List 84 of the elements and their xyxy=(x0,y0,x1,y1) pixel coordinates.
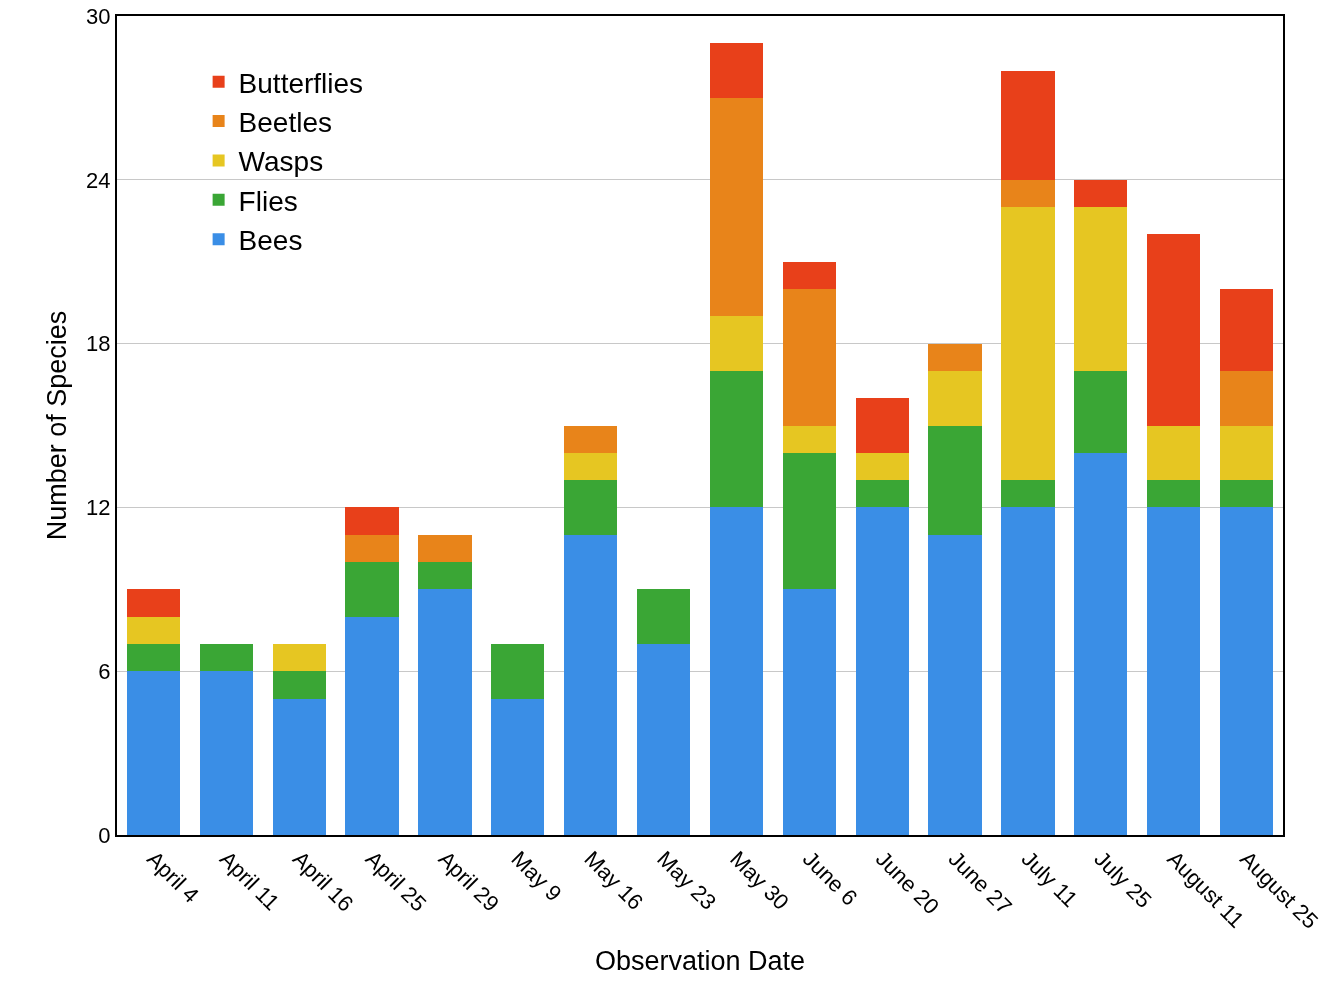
x-tick-label: May 16 xyxy=(579,846,649,915)
bar xyxy=(855,480,909,508)
bar xyxy=(126,616,181,644)
bar xyxy=(126,671,181,835)
x-tick-label: April 16 xyxy=(287,846,359,917)
x-tick-label: April 29 xyxy=(433,846,505,917)
bar xyxy=(855,507,909,835)
y-axis-title: Number of Species xyxy=(41,310,72,541)
y-tick-label: 24 xyxy=(86,167,111,193)
bar xyxy=(199,643,253,672)
bar xyxy=(928,370,982,426)
bar xyxy=(782,289,836,426)
bar xyxy=(928,343,982,371)
bar xyxy=(928,425,982,535)
bar xyxy=(855,398,909,453)
bar xyxy=(1147,507,1201,835)
legend-label: Wasps xyxy=(238,146,324,178)
bar xyxy=(1074,452,1128,835)
y-tick-label: 30 xyxy=(86,3,111,29)
y-tick-label: 12 xyxy=(86,495,111,521)
bar xyxy=(564,534,618,835)
bar xyxy=(1147,234,1201,426)
bar xyxy=(418,589,472,835)
bar xyxy=(564,425,618,453)
bar xyxy=(418,534,472,562)
bar xyxy=(345,534,399,562)
bar xyxy=(418,562,472,590)
bar xyxy=(491,698,545,835)
bar xyxy=(782,261,836,289)
bar xyxy=(709,370,764,508)
bar xyxy=(1147,425,1201,481)
bar xyxy=(1219,289,1274,371)
bar xyxy=(564,452,618,481)
bar xyxy=(709,43,764,98)
bar xyxy=(1074,207,1128,371)
bar xyxy=(1001,207,1055,481)
bar xyxy=(199,671,253,835)
y-tick-label: 6 xyxy=(98,658,111,684)
bar xyxy=(272,698,326,835)
x-tick-label: July 25 xyxy=(1089,846,1157,914)
y-tick-label: 18 xyxy=(86,331,111,357)
x-axis-title: Observation Date xyxy=(594,945,806,976)
bar xyxy=(1147,480,1201,508)
bar xyxy=(636,589,691,644)
bar xyxy=(1001,480,1055,508)
bar xyxy=(1219,370,1274,426)
bar xyxy=(709,97,764,317)
x-tick-label: May 30 xyxy=(725,846,794,915)
legend-label: Flies xyxy=(238,185,298,217)
bar xyxy=(491,643,545,699)
bar xyxy=(1219,425,1274,481)
legend-label: Beetles xyxy=(238,106,333,138)
bar xyxy=(709,507,764,835)
bar xyxy=(1219,480,1274,508)
bar xyxy=(345,616,399,835)
x-tick-label: April 4 xyxy=(142,846,204,908)
legend-label: Butterflies xyxy=(238,67,364,99)
x-tick-label: May 9 xyxy=(506,846,567,907)
bar xyxy=(636,643,691,835)
x-tick-label: April 11 xyxy=(215,846,285,916)
bar xyxy=(126,643,181,672)
bar xyxy=(1074,179,1128,208)
x-tick-label: July 11 xyxy=(1016,846,1083,912)
bar xyxy=(1001,507,1055,835)
bar xyxy=(928,534,982,835)
bar xyxy=(1219,507,1274,835)
bar xyxy=(345,507,399,535)
bar xyxy=(1001,179,1055,208)
bar xyxy=(782,589,836,835)
bar xyxy=(1074,370,1128,453)
bar xyxy=(272,671,326,699)
legend-label: Bees xyxy=(238,225,303,257)
bar xyxy=(782,425,836,453)
bar xyxy=(345,562,399,617)
bar xyxy=(126,589,181,617)
y-tick-label: 0 xyxy=(98,822,111,848)
bar xyxy=(782,452,836,590)
x-tick-label: April 25 xyxy=(360,846,432,917)
x-tick-label: May 23 xyxy=(652,846,721,915)
bar xyxy=(272,643,326,672)
bar xyxy=(1001,70,1055,180)
bar xyxy=(855,452,909,481)
bar xyxy=(709,316,764,371)
bar xyxy=(564,480,618,535)
